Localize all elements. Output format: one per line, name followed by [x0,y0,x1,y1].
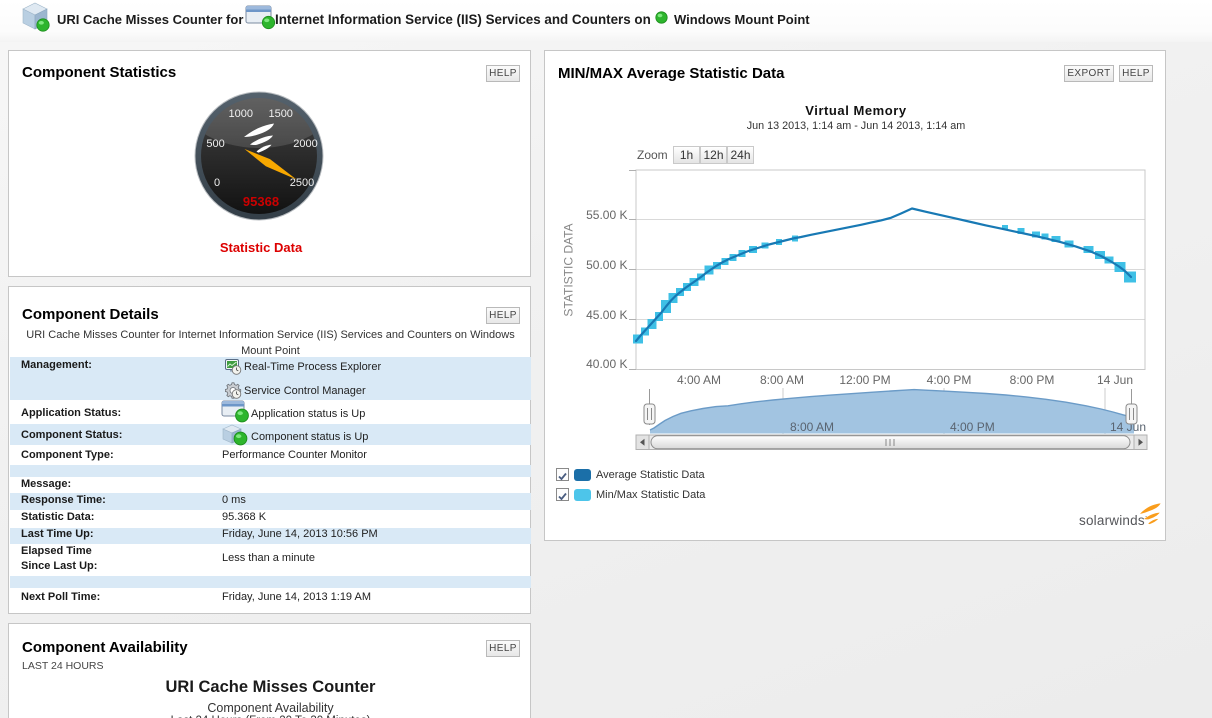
svg-text:55.00 K: 55.00 K [586,208,627,222]
svg-text:STATISTIC DATA: STATISTIC DATA [562,223,576,316]
svg-text:500: 500 [206,138,224,150]
svg-text:0: 0 [214,177,220,189]
svg-text:40.00 K: 40.00 K [586,357,627,371]
svg-text:14 Jun: 14 Jun [1110,420,1146,434]
svg-text:12:00 PM: 12:00 PM [839,373,890,387]
svg-text:95368: 95368 [243,194,279,209]
svg-text:2500: 2500 [290,177,314,189]
svg-text:4:00 PM: 4:00 PM [950,420,995,434]
svg-text:1500: 1500 [268,108,292,120]
svg-text:8:00 AM: 8:00 AM [760,373,804,387]
svg-text:1000: 1000 [229,108,253,120]
svg-text:45.00 K: 45.00 K [586,308,627,322]
svg-text:14 Jun: 14 Jun [1097,373,1133,387]
svg-text:2000: 2000 [293,138,317,150]
svg-text:4:00 AM: 4:00 AM [677,373,721,387]
svg-text:50.00 K: 50.00 K [586,258,627,272]
svg-text:8:00 AM: 8:00 AM [790,420,834,434]
svg-text:4:00 PM: 4:00 PM [927,373,972,387]
svg-text:8:00 PM: 8:00 PM [1010,373,1055,387]
